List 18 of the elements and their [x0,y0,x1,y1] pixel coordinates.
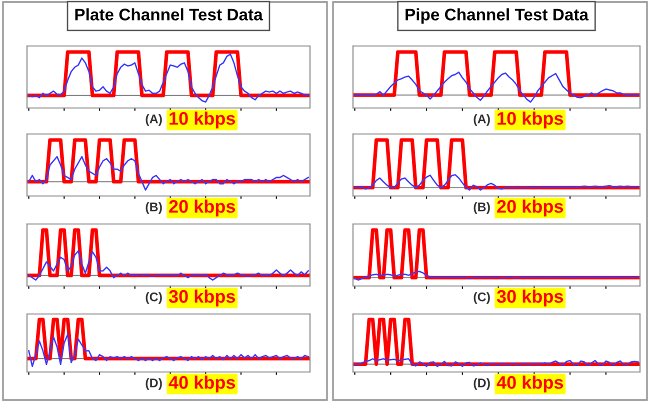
text: (C) [474,292,490,304]
text: (A) [146,114,162,126]
chart-title: Plate Channel Test Data [75,8,263,20]
text: (D) [474,378,490,390]
text: 10 kbps [170,112,235,128]
text: 10 kbps [498,112,563,128]
text: 30 kbps [496,290,563,306]
text: (D) [146,378,162,390]
text: 40 kbps [496,376,563,392]
text: 20 kbps [497,200,563,216]
text: 20 kbps [169,200,235,216]
text: 30 kbps [168,290,235,306]
text: (C) [146,292,162,304]
text: (B) [474,202,490,214]
text: (A) [474,114,490,126]
chart-title: Pipe Channel Test Data [406,8,589,24]
text: (B) [146,202,162,214]
text: 40 kbps [168,376,235,392]
